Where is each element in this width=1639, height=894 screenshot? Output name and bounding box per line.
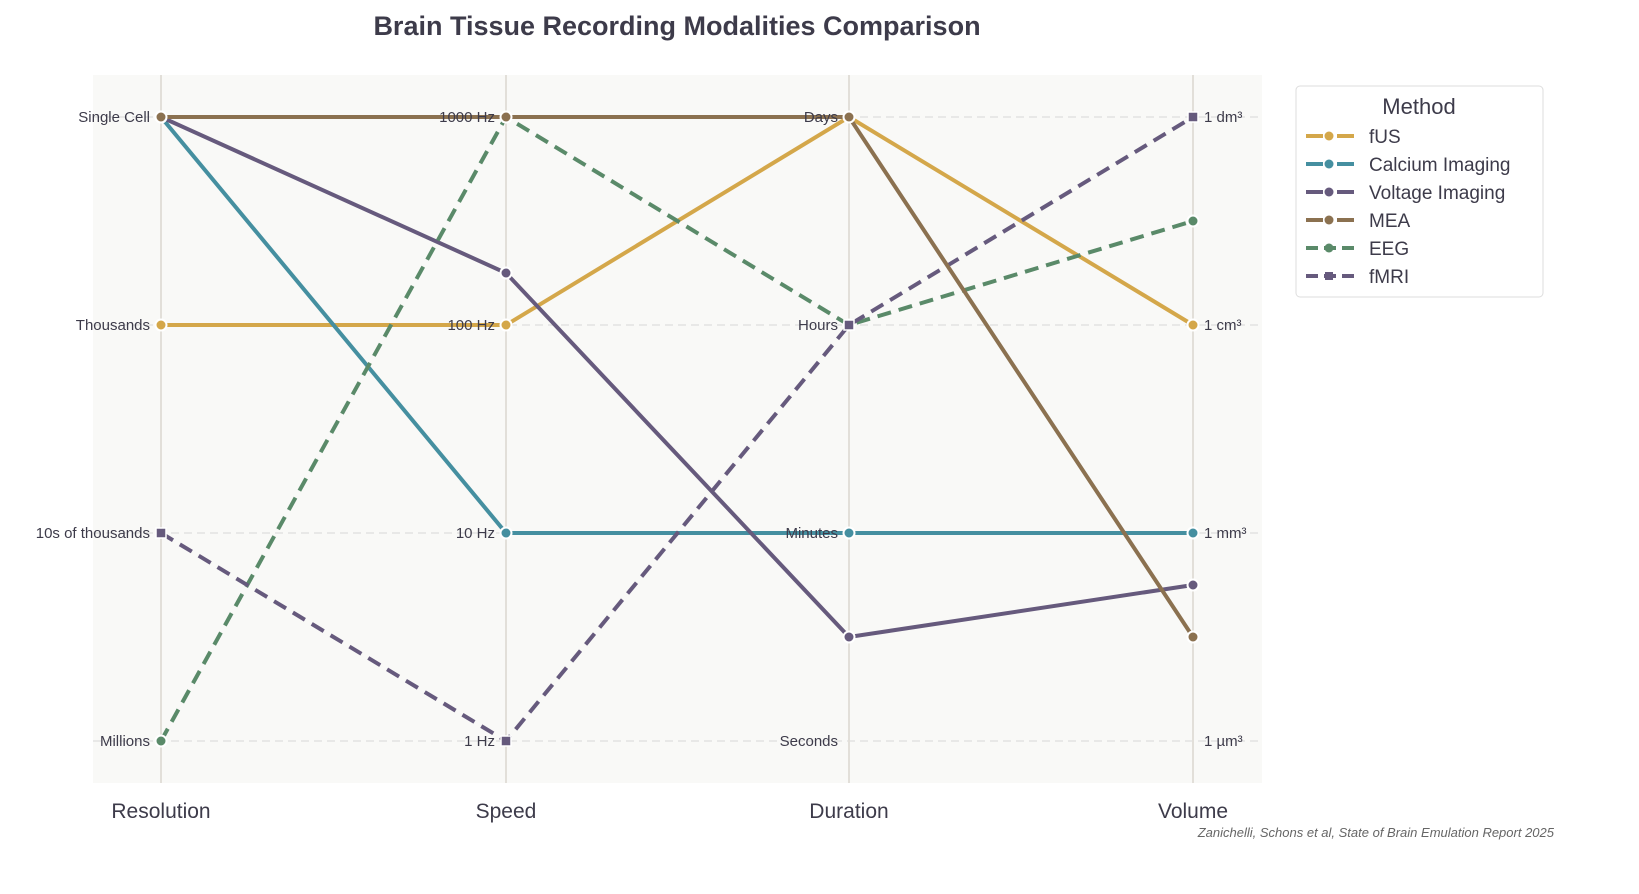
legend-marker bbox=[1324, 187, 1334, 197]
legend-item: MEA bbox=[1306, 211, 1411, 232]
data-point bbox=[499, 526, 513, 540]
legend-marker bbox=[1324, 243, 1334, 253]
data-point bbox=[843, 319, 855, 331]
legend-item: fUS bbox=[1306, 127, 1401, 148]
tick-label: 10 Hz bbox=[456, 525, 495, 542]
series-mea bbox=[154, 110, 1200, 644]
data-point bbox=[842, 630, 856, 644]
data-point bbox=[499, 266, 513, 280]
legend-marker bbox=[1324, 215, 1334, 225]
tick-label: 1000 Hz bbox=[439, 109, 495, 126]
data-point bbox=[1187, 111, 1199, 123]
data-point bbox=[499, 318, 513, 332]
tick-label: Minutes bbox=[785, 525, 838, 542]
series-voltage-imaging bbox=[154, 110, 1200, 644]
axis-label: Volume bbox=[1158, 800, 1228, 823]
legend-marker bbox=[1324, 131, 1334, 141]
data-point bbox=[154, 734, 168, 748]
data-point bbox=[1186, 526, 1200, 540]
legend-marker bbox=[1324, 159, 1334, 169]
axis-label: Speed bbox=[476, 800, 537, 823]
data-point bbox=[155, 527, 167, 539]
tick-label: 1 mm³ bbox=[1204, 525, 1247, 542]
tick-label: Single Cell bbox=[78, 109, 150, 126]
series-line bbox=[161, 115, 1195, 639]
legend-label: fMRI bbox=[1369, 267, 1409, 288]
tick-label: Days bbox=[804, 109, 838, 126]
data-point bbox=[154, 318, 168, 332]
data-point bbox=[499, 110, 513, 124]
series-line bbox=[160, 115, 1194, 640]
data-point bbox=[842, 110, 856, 124]
tick-label: 1 cm³ bbox=[1204, 317, 1242, 334]
tick-label: 1 µm³ bbox=[1204, 733, 1243, 750]
legend-item: EEG bbox=[1306, 239, 1409, 260]
tick-label: Millions bbox=[100, 733, 150, 750]
tick-label: 100 Hz bbox=[447, 317, 495, 334]
axis-label: Resolution bbox=[111, 800, 210, 823]
tick-label: 10s of thousands bbox=[36, 525, 150, 542]
legend-label: MEA bbox=[1369, 211, 1411, 232]
legend-item: fMRI bbox=[1306, 267, 1409, 288]
credit-text: Zanichelli, Schons et al, State of Brain… bbox=[1197, 825, 1555, 840]
data-point bbox=[1186, 630, 1200, 644]
data-point bbox=[842, 526, 856, 540]
axis-label: Duration bbox=[809, 800, 888, 823]
data-point bbox=[1186, 578, 1200, 592]
series-line bbox=[159, 115, 1195, 744]
legend-item: Calcium Imaging bbox=[1306, 155, 1511, 176]
tick-label: Seconds bbox=[780, 733, 838, 750]
legend-label: EEG bbox=[1369, 239, 1409, 260]
data-point bbox=[1186, 214, 1200, 228]
series-fmri bbox=[155, 111, 1199, 747]
legend-label: Voltage Imaging bbox=[1369, 183, 1505, 204]
data-point bbox=[1186, 318, 1200, 332]
tick-label: 1 Hz bbox=[464, 733, 495, 750]
legend-box bbox=[1295, 85, 1544, 298]
legend-label: fUS bbox=[1369, 127, 1401, 148]
data-point bbox=[500, 735, 512, 747]
tick-label: 1 dm³ bbox=[1204, 109, 1242, 126]
series-line bbox=[159, 114, 1194, 742]
data-point bbox=[154, 110, 168, 124]
legend-item: Voltage Imaging bbox=[1306, 183, 1505, 204]
legend-label: Calcium Imaging bbox=[1369, 155, 1511, 176]
tick-label: Thousands bbox=[76, 317, 150, 334]
tick-label: Hours bbox=[798, 317, 838, 334]
legend: Method fUS Calcium Imaging Voltage Imaging… bbox=[1295, 85, 1544, 298]
chart-title: Brain Tissue Recording Modalities Compar… bbox=[373, 11, 980, 41]
legend-marker bbox=[1325, 272, 1333, 280]
legend-title: Method bbox=[1382, 94, 1455, 119]
